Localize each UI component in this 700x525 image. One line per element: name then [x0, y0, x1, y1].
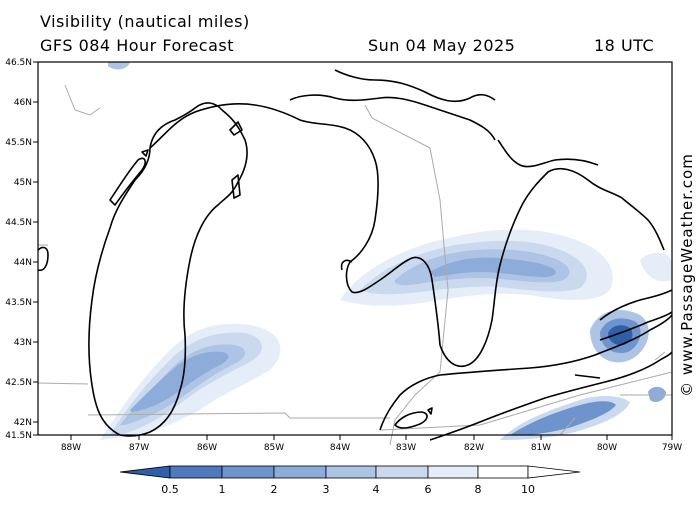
- visibility-shading: [100, 62, 672, 440]
- colorbar-swatch: [477, 465, 529, 479]
- lat-label: 44.5N: [5, 218, 32, 228]
- coastlines: [37, 69, 673, 441]
- longitude-axis: [70, 435, 673, 440]
- lon-label: 87W: [129, 443, 149, 453]
- longitude-labels: 88W 87W 86W 85W 84W 83W 82W 81W 80W 79W: [61, 443, 682, 453]
- colorbar-swatch: [375, 465, 429, 479]
- lon-label: 80W: [597, 443, 617, 453]
- colorbar-label: 4: [373, 483, 380, 496]
- lon-label: 85W: [264, 443, 284, 453]
- lat-label: 45N: [14, 178, 32, 188]
- colorbar-swatch: [273, 465, 327, 479]
- colorbar-swatch: [325, 465, 377, 479]
- lat-label: 41.5N: [5, 431, 32, 441]
- lat-label: 42N: [14, 418, 32, 428]
- lat-label: 44N: [14, 258, 32, 268]
- colorbar-swatch: [527, 465, 581, 479]
- colorbar-label: 1: [219, 483, 226, 496]
- colorbar-swatch: [427, 465, 479, 479]
- lon-label: 84W: [330, 443, 350, 453]
- colorbar-swatch: [221, 465, 275, 479]
- lat-label: 42.5N: [5, 378, 32, 388]
- colorbar-label: 10: [521, 483, 535, 496]
- latitude-axis: [33, 61, 38, 436]
- lat-label: 46.5N: [5, 58, 32, 68]
- colorbar-label: 8: [475, 483, 482, 496]
- lon-label: 83W: [396, 443, 416, 453]
- colorbar: 0.5 1 2 3 4 6 8 10: [119, 465, 581, 496]
- lat-label: 43N: [14, 338, 32, 348]
- lat-label: 45.5N: [5, 138, 32, 148]
- map-area: 46.5N 46N 45.5N 45N 44.5N 44N 43.5N 43N …: [5, 58, 682, 453]
- lon-label: 88W: [61, 443, 81, 453]
- lon-label: 79W: [662, 443, 682, 453]
- lon-label: 86W: [197, 443, 217, 453]
- watermark-text: © www.PassageWeather.com: [678, 153, 696, 397]
- colorbar-label: 2: [271, 483, 278, 496]
- colorbar-label: 0.5: [161, 483, 179, 496]
- forecast-date: Sun 04 May 2025: [368, 36, 516, 55]
- latitude-labels: 46.5N 46N 45.5N 45N 44.5N 44N 43.5N 43N …: [5, 58, 32, 441]
- colorbar-label: 6: [425, 483, 432, 496]
- map-title: Visibility (nautical miles): [40, 12, 250, 31]
- colorbar-swatch: [169, 465, 223, 479]
- colorbar-swatch: [119, 465, 171, 479]
- forecast-model: GFS 084 Hour Forecast: [40, 36, 235, 55]
- colorbar-label: 3: [323, 483, 330, 496]
- lat-label: 43.5N: [5, 298, 32, 308]
- forecast-time: 18 UTC: [594, 36, 655, 55]
- political-borders: [37, 84, 673, 446]
- lon-label: 81W: [531, 443, 551, 453]
- lon-label: 82W: [464, 443, 484, 453]
- watermark: © www.PassageWeather.com: [672, 153, 700, 397]
- lat-label: 46N: [14, 98, 32, 108]
